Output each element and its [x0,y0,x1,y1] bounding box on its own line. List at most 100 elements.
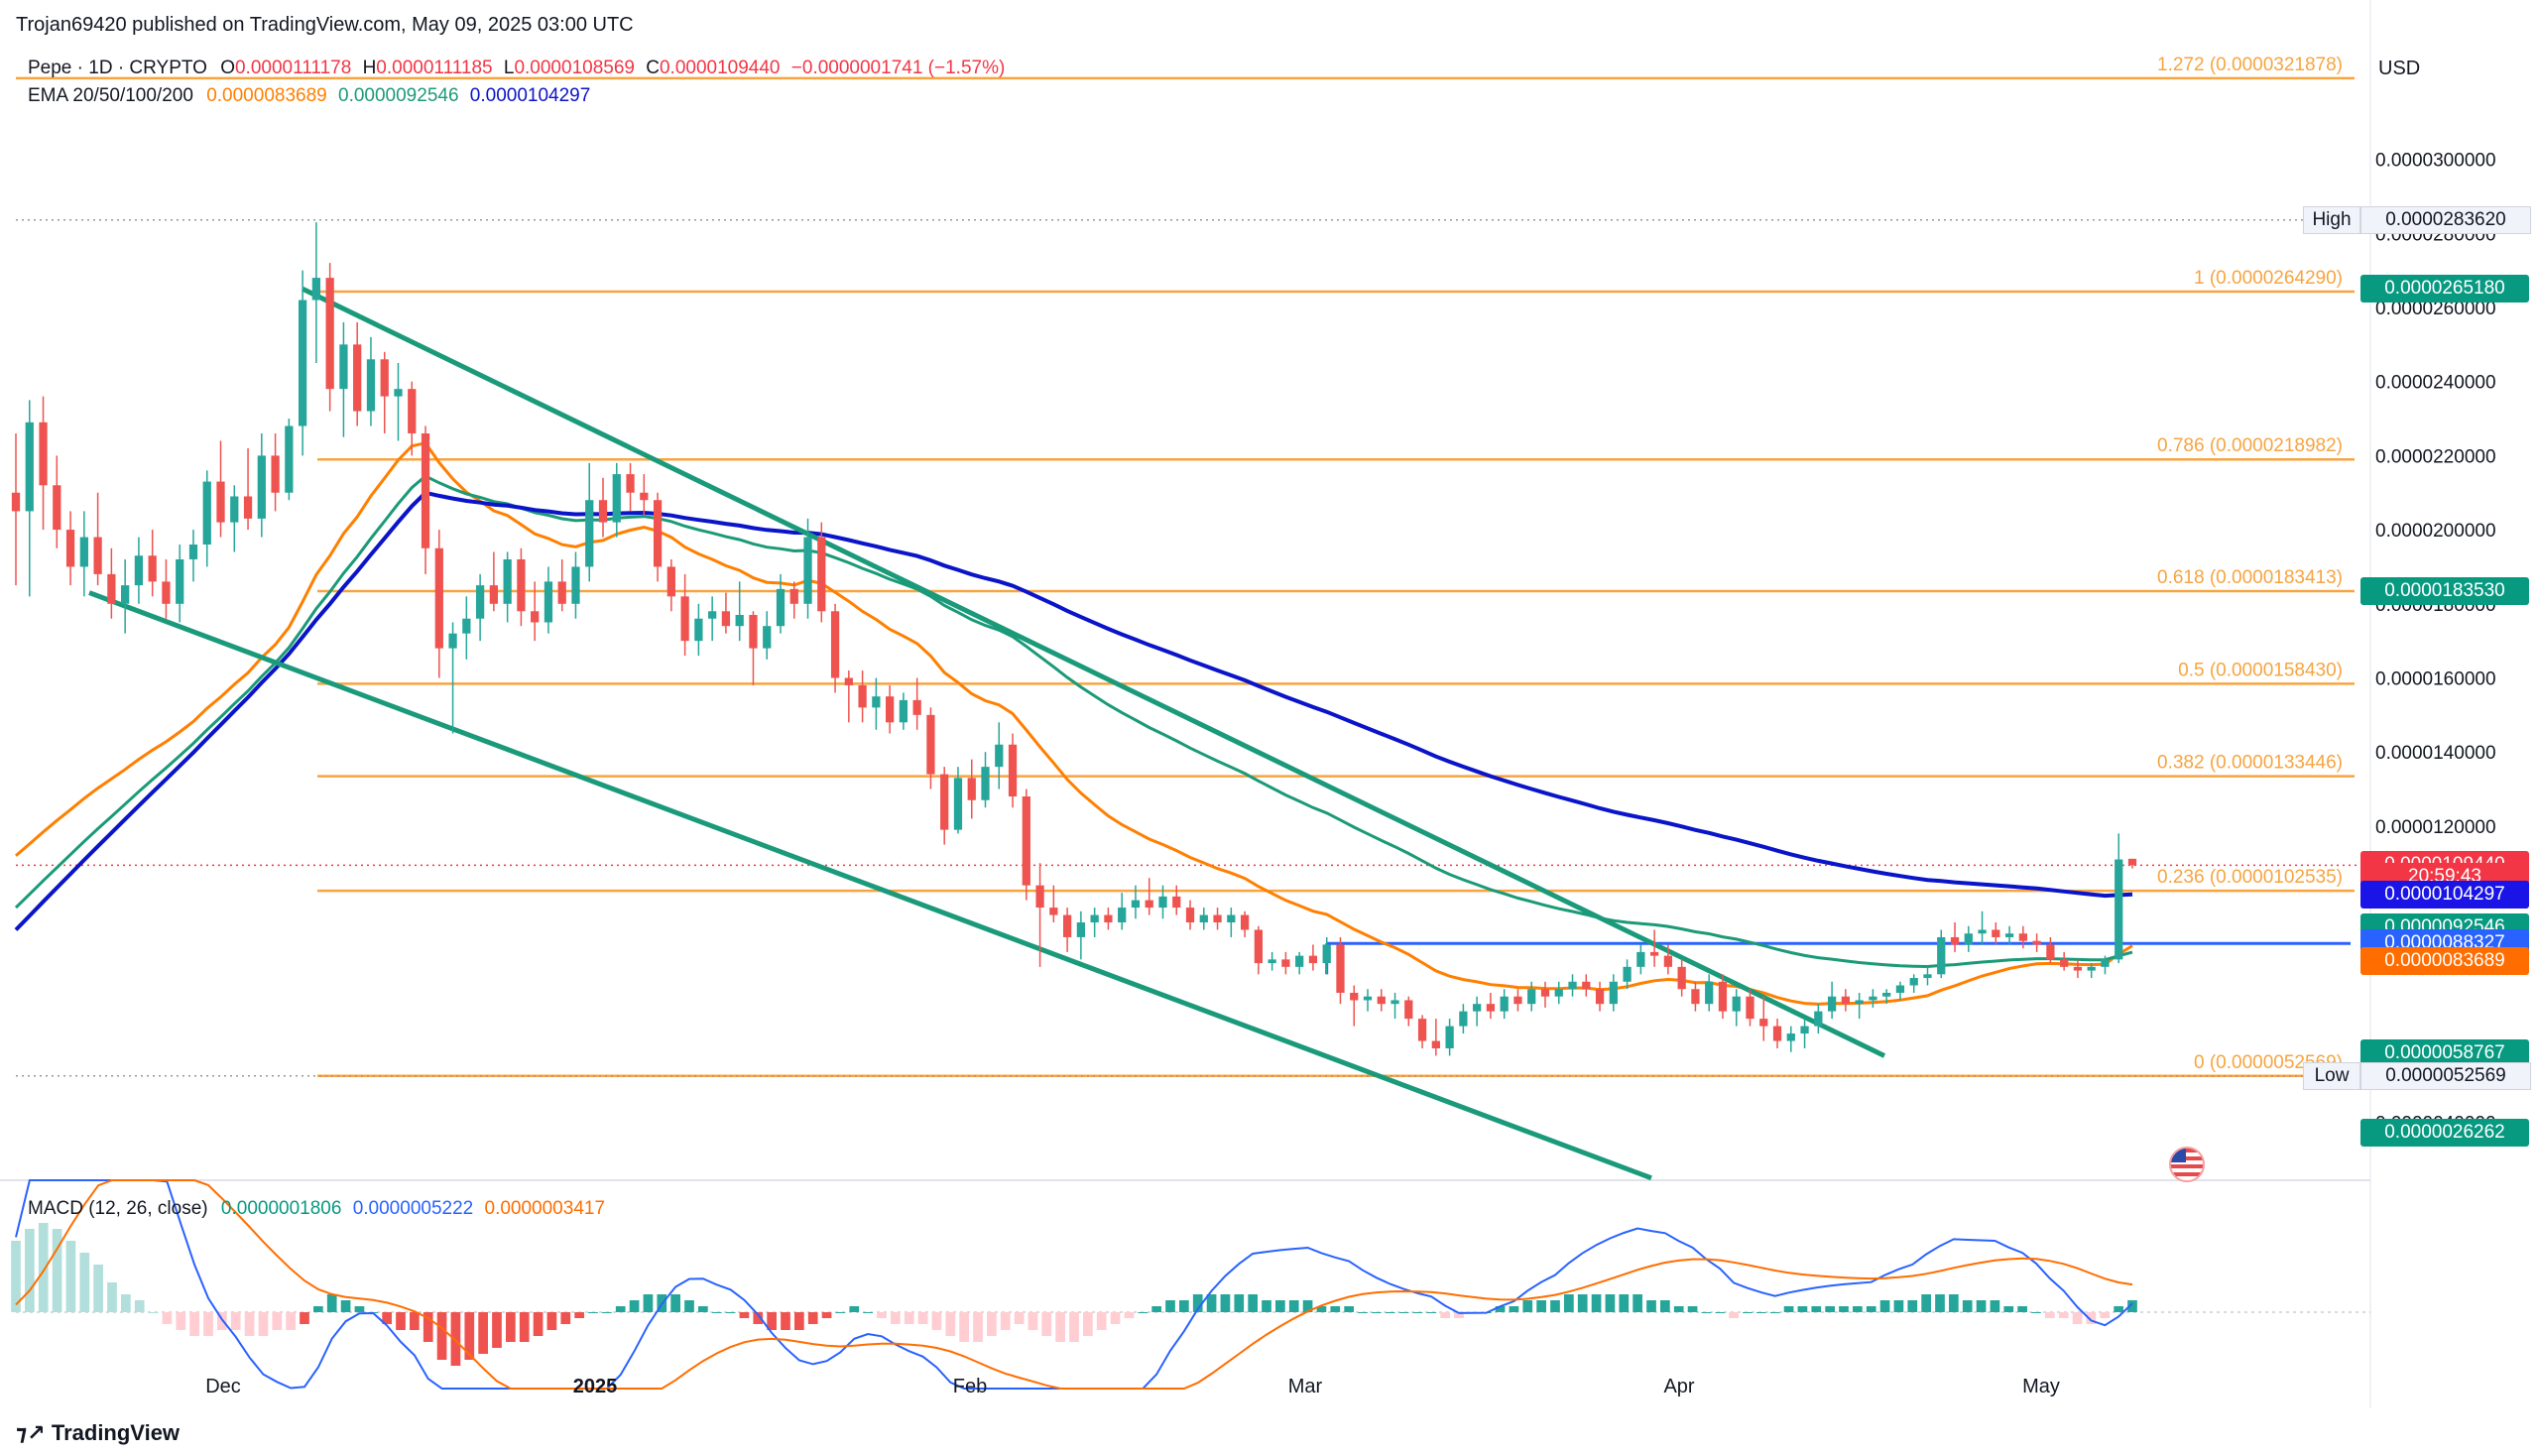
macd-hist-bar [1385,1312,1395,1313]
candle-body [1718,981,1728,1012]
macd-hist-bar [1756,1312,1766,1313]
candle [1595,981,1605,1012]
macd-hist-bar [1797,1306,1808,1312]
candle [1308,944,1318,971]
candle [1691,981,1700,1012]
macd-hist-bar [2072,1312,2083,1324]
macd-hist-bar [519,1312,530,1342]
legend-close-label: C [646,58,660,78]
candle [640,474,649,516]
lower-trendline [88,590,1652,1181]
candle-body [598,500,608,523]
macd-hist-bar [1619,1294,1630,1312]
macd-hist-bar [52,1229,62,1312]
candle [912,677,921,730]
macd-hist-bar [1248,1294,1258,1312]
currency-label[interactable]: USD [2378,58,2421,79]
candle [421,425,430,574]
candle-body [1158,896,1167,909]
macd-hist-bar [1743,1312,1753,1313]
candle-body [872,696,881,708]
macd-hist-bar [1426,1312,1437,1313]
candle [1909,974,1918,993]
signal-line [15,1179,2133,1390]
candle [1035,863,1044,967]
candle-body [557,581,566,604]
candle [940,767,949,845]
macd-hist-bar [807,1312,818,1324]
macd-hist-bar [643,1294,654,1312]
macd-hist-bar [1646,1300,1656,1312]
candle [1964,925,1973,952]
candle [789,581,798,619]
macd-hist-bar [1454,1312,1464,1318]
price-tick-label: 0.0000160000 [2375,668,2496,689]
macd-hist-bar [134,1300,145,1312]
candle-body [311,278,321,301]
us-flag-icon[interactable] [2169,1147,2205,1182]
candle [886,684,895,734]
candle [953,767,963,834]
candle [121,558,130,634]
candle-body [1459,1011,1468,1027]
macd-hist-bar [1344,1306,1354,1312]
candle-body [858,684,867,708]
candle-body [1199,914,1208,923]
fib-label: 0.786 (0.0000218982) [2157,435,2343,456]
candle-body [844,677,853,685]
candle-body [353,344,362,412]
candle [1145,878,1153,915]
macd-hist-bar [107,1282,117,1312]
legend-low: 0.0000108569 [514,58,635,78]
macd-hist-bar [121,1294,131,1312]
candle [1540,981,1550,1008]
macd-hist-bar [2045,1312,2055,1318]
candle [1582,974,1591,997]
macd-hist-bar [464,1312,475,1360]
candle-body [544,581,553,623]
candle [325,263,334,412]
candle-body [1350,992,1359,1001]
tradingview-logo[interactable]: ⁊↗ TradingView [16,1420,180,1446]
candle [517,547,526,627]
candle-body [1295,955,1304,967]
candle [899,692,908,730]
candle-body [1992,929,2000,937]
candle-body [65,530,75,567]
brand-name: TradingView [51,1420,181,1445]
candle [2004,925,2014,945]
candle [271,432,280,512]
legend-low-label: L [503,58,515,78]
candle [2032,933,2041,952]
macd-hist-bar [326,1294,337,1312]
candle-body [1445,1026,1454,1049]
macd-hist-bar [574,1312,584,1318]
candle [1336,936,1345,1005]
candle-body [1049,908,1058,915]
time-label: Apr [1663,1376,1694,1397]
macd-hist-bar [1055,1312,1065,1342]
candle-body [680,596,689,642]
macd-hist-bar [340,1300,351,1312]
candle [1895,981,1905,1001]
candle-body [176,558,184,604]
candle [475,573,485,642]
candle [134,537,144,604]
candle-body [2115,859,2123,960]
candle [1377,989,1386,1012]
candle [1855,992,1864,1020]
candle [1118,893,1127,930]
macd-hist-bar [849,1306,860,1312]
candle-body [1582,981,1591,990]
macd-hist-bar [711,1312,722,1313]
upper-trendline [302,287,1886,1058]
macd-pane [11,1179,2370,1390]
macd-hist-bar [1811,1306,1822,1312]
candle-body [134,555,144,586]
candle-body [1950,936,1960,945]
macd-hist-bar [1440,1312,1450,1318]
macd-hist-bar [1591,1294,1602,1312]
price-pill: 0.0000104297 [2360,880,2529,909]
candle [995,722,1004,789]
macd-hist-bar [931,1312,942,1330]
